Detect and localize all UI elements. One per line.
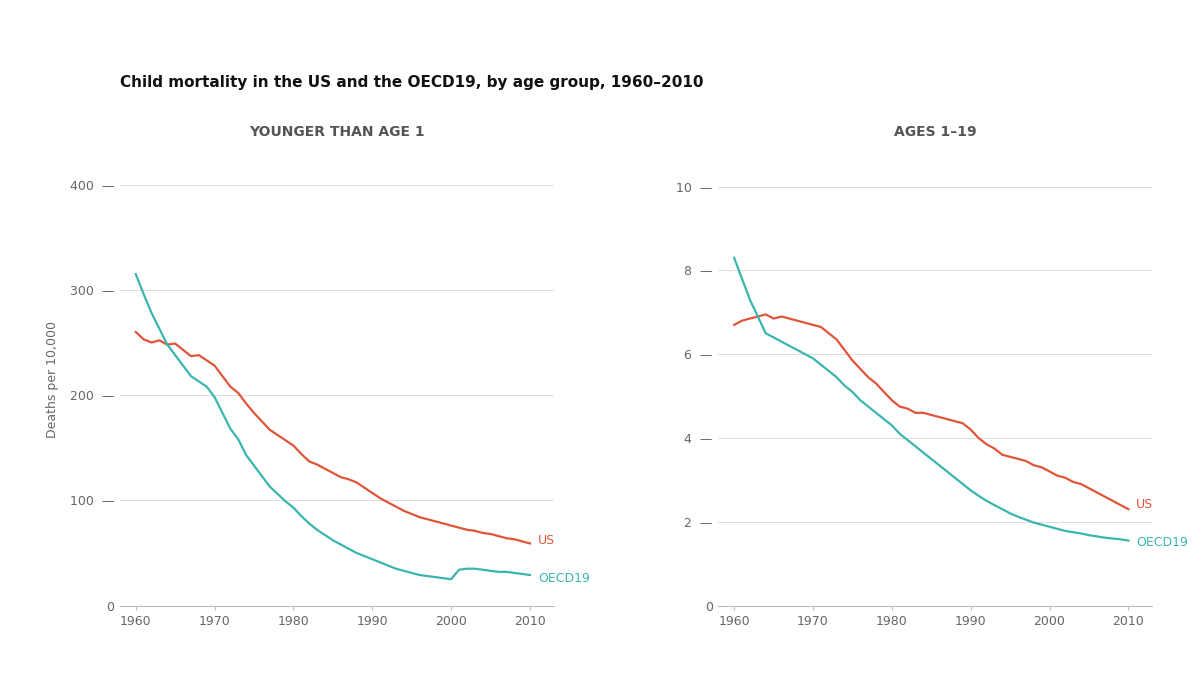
Y-axis label: Deaths per 10,000: Deaths per 10,000 [46, 321, 59, 438]
Text: OECD19: OECD19 [1136, 536, 1188, 549]
Title: AGES 1–19: AGES 1–19 [894, 125, 977, 139]
Title: YOUNGER THAN AGE 1: YOUNGER THAN AGE 1 [248, 125, 425, 139]
Text: US: US [538, 534, 554, 547]
Text: Child mortality in the US and the OECD19, by age group, 1960–2010: Child mortality in the US and the OECD19… [120, 75, 703, 90]
Text: OECD19: OECD19 [538, 571, 589, 585]
Text: US: US [1136, 498, 1153, 512]
